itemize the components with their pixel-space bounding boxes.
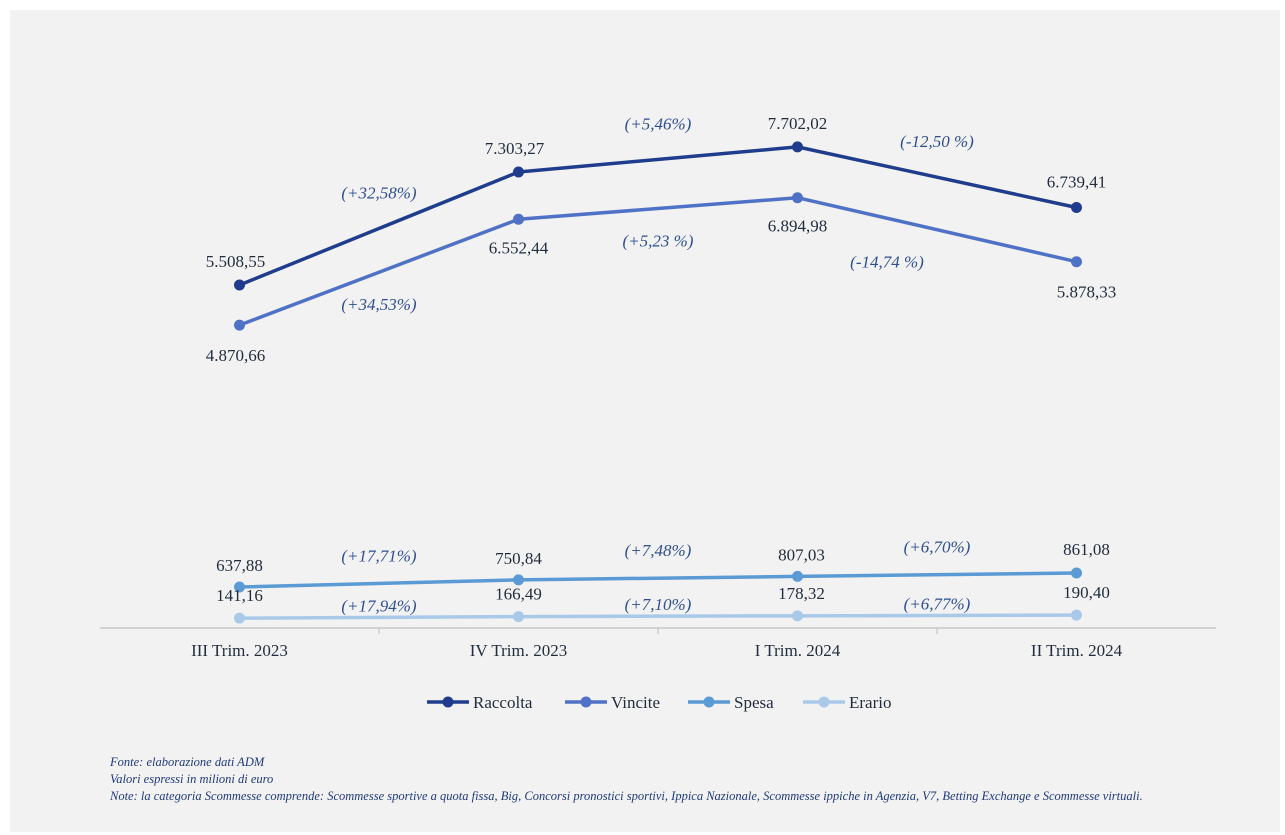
value-label-spesa: 750,84 xyxy=(495,549,542,568)
legend-label: Vincite xyxy=(611,693,660,712)
change-label-raccolta: (+32,58%) xyxy=(341,184,417,203)
value-label-vincite: 5.878,33 xyxy=(1057,283,1117,302)
x-axis: III Trim. 2023 IV Trim. 2023 I Trim. 2024 I… xyxy=(100,627,1216,660)
value-label-spesa: 807,03 xyxy=(778,545,825,564)
x-tick-label: IV Trim. 2023 xyxy=(470,641,567,660)
value-label-erario: 190,40 xyxy=(1063,583,1110,602)
value-label-vincite: 6.552,44 xyxy=(489,238,549,257)
value-label-erario: 141,16 xyxy=(216,586,263,605)
legend-label: Raccolta xyxy=(473,693,533,712)
legend-label: Erario xyxy=(849,693,891,712)
series-line-erario xyxy=(239,613,1077,620)
data-point-raccolta xyxy=(513,166,524,178)
legend-marker xyxy=(580,696,592,708)
legend-marker xyxy=(818,696,830,708)
data-point-erario xyxy=(792,610,803,622)
change-label-erario: (+6,77%) xyxy=(904,594,971,613)
change-label-erario: (+7,10%) xyxy=(625,595,692,614)
data-point-vincite xyxy=(234,319,245,331)
legend-label: Spesa xyxy=(734,693,774,712)
change-label-vincite: (+34,53%) xyxy=(341,295,417,314)
data-point-vincite xyxy=(792,192,803,204)
value-label-raccolta: 6.739,41 xyxy=(1047,173,1107,192)
change-label-erario: (+17,94%) xyxy=(341,596,417,615)
data-point-spesa xyxy=(1071,567,1082,579)
value-label-spesa: 861,08 xyxy=(1063,540,1110,559)
series-lines xyxy=(234,141,1082,624)
source-note: Fonte: elaborazione dati ADM xyxy=(110,755,265,769)
change-label-raccolta: (-12,50 %) xyxy=(900,132,974,151)
series-line-vincite xyxy=(238,195,1077,327)
legend-item-vincite: Vincite xyxy=(565,693,660,712)
value-label-raccolta: 7.303,27 xyxy=(485,139,545,158)
value-label-erario: 178,32 xyxy=(778,584,825,603)
line-chart: III Trim. 2023 IV Trim. 2023 I Trim. 2024 I… xyxy=(100,114,1216,712)
change-label-spesa: (+17,71%) xyxy=(341,546,417,565)
legend-marker xyxy=(442,696,454,708)
value-label-raccolta: 7.702,02 xyxy=(768,114,828,133)
data-point-spesa xyxy=(792,570,803,582)
change-label-vincite: (+5,23 %) xyxy=(623,231,694,250)
legend-marker xyxy=(703,696,715,708)
data-labels: 5.508,55 7.303,27 7.702,02 6.739,41 (+32,58%… xyxy=(206,114,1117,615)
data-point-spesa xyxy=(513,574,524,586)
data-point-raccolta xyxy=(1071,202,1082,214)
legend-item-erario: Erario xyxy=(803,693,891,712)
units-note: Valori espressi in milioni di euro xyxy=(110,772,274,786)
series-line-spesa xyxy=(239,571,1077,589)
value-label-vincite: 6.894,98 xyxy=(768,217,828,236)
value-label-vincite: 4.870,66 xyxy=(206,346,266,365)
change-label-vincite: (-14,74 %) xyxy=(850,253,924,272)
data-point-raccolta xyxy=(234,279,245,291)
x-tick-label: I Trim. 2024 xyxy=(755,641,841,660)
x-tick-label: II Trim. 2024 xyxy=(1031,641,1123,660)
legend: Raccolta Vincite Spesa Erario xyxy=(427,693,891,712)
value-label-raccolta: 5.508,55 xyxy=(206,252,266,271)
series-line-raccolta xyxy=(238,145,1077,287)
change-label-raccolta: (+5,46%) xyxy=(625,114,692,133)
data-point-erario xyxy=(513,611,524,623)
category-note: Note: la categoria Scommesse comprende: … xyxy=(110,789,1143,803)
change-label-spesa: (+7,48%) xyxy=(625,541,692,560)
data-point-spesa xyxy=(234,581,245,593)
data-point-vincite xyxy=(513,213,524,225)
data-point-raccolta xyxy=(792,141,803,153)
chart-notes: Fonte: elaborazione dati ADM Valori espr… xyxy=(110,754,1240,805)
data-point-vincite xyxy=(1071,256,1082,268)
value-label-spesa: 637,88 xyxy=(216,556,263,575)
legend-item-raccolta: Raccolta xyxy=(427,693,533,712)
value-label-erario: 166,49 xyxy=(495,585,542,604)
chart-panel: III Trim. 2023 IV Trim. 2023 I Trim. 2024 I… xyxy=(10,10,1280,832)
x-tick-label: III Trim. 2023 xyxy=(191,641,288,660)
legend-item-spesa: Spesa xyxy=(688,693,774,712)
data-point-erario xyxy=(234,612,245,624)
change-label-spesa: (+6,70%) xyxy=(904,538,971,557)
data-point-erario xyxy=(1071,609,1082,621)
